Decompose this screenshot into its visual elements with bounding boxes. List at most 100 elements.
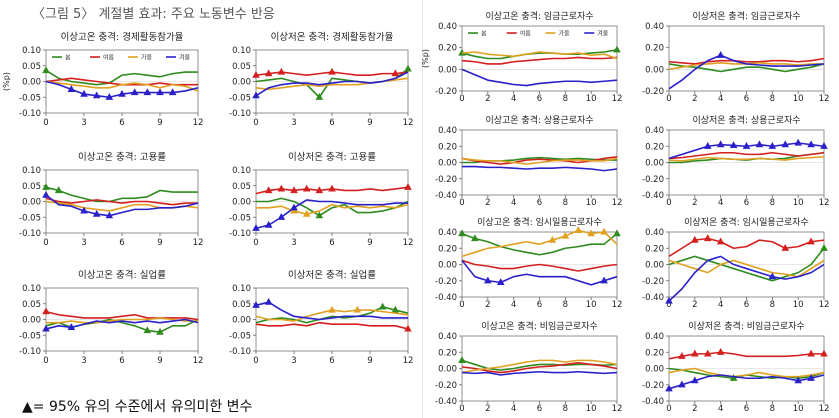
series-line: [668, 255, 825, 302]
chart-svg: 이상고온 충격: 실업률 0.10 0.05 0.00 -0.05 -0.100 3 6 9 12: [19, 269, 203, 366]
significance-marker: [290, 203, 298, 211]
y-tick-label: 0.10: [232, 46, 251, 56]
x-tick-label: 0: [459, 300, 464, 309]
y-tick-label: -0.40: [435, 191, 457, 201]
chart-svg: 이상저온 충격: 고용률 0.10 0.05 0.00 -0.05 -0.100 3 6 9 12: [229, 151, 413, 248]
chart-panel-hot-wage-workers: 이상고온 충격: 임금근로자수 (%p) 0.40 0.20 0.00 -0.20 0 2 4 6…: [421, 8, 629, 104]
series-line: [256, 197, 409, 217]
significance-marker: [156, 88, 164, 96]
x-tick-label: 3: [81, 356, 86, 366]
y-tick-label: 0.05: [22, 182, 41, 192]
x-tick-label: 8: [770, 300, 775, 309]
series-line: [46, 317, 198, 324]
y-tick-label: 0.00: [645, 365, 664, 375]
y-tick-label: 0.00: [645, 261, 664, 271]
y-tick-label: -0.20: [435, 381, 457, 391]
significance-marker: [67, 85, 76, 92]
x-tick-label: 2: [692, 94, 697, 103]
significance-marker: [691, 235, 699, 243]
series-line: [255, 71, 409, 97]
x-tick-label: 3: [81, 238, 86, 248]
significance-marker: [264, 220, 273, 228]
y-axis-unit-label: (%p): [422, 49, 430, 68]
y-tick-label: 0.00: [22, 316, 41, 326]
significance-marker: [353, 305, 362, 313]
y-tick-label: 0.20: [438, 44, 457, 54]
x-tick-label: 6: [329, 356, 334, 366]
chart-title: 이상저온 충격: 고용률: [288, 151, 376, 163]
significance-marker: [678, 352, 686, 359]
y-tick-label: -0.10: [19, 347, 41, 357]
significance-marker: [80, 206, 88, 214]
y-tick-label: 0.05: [232, 182, 251, 192]
chart-title: 이상저온 충격: 경제활동참가율: [271, 31, 394, 43]
series-line: [45, 69, 198, 86]
significance-marker: [781, 140, 790, 148]
significance-marker: [328, 305, 336, 313]
y-tick-label: -0.40: [642, 191, 664, 201]
x-tick-label: 12: [819, 198, 830, 207]
y-tick-label: 0.10: [22, 46, 41, 56]
x-tick-label: 8: [770, 404, 775, 413]
chart-svg: 이상저온 충격: 경제활동참가율 0.10 0.05 0.00 -0.05 -0.100 3…: [229, 31, 413, 128]
significance-marker: [755, 140, 764, 148]
y-tick-label: 0.20: [645, 142, 664, 152]
significance-marker: [302, 209, 311, 217]
y-tick-label: 0.05: [232, 300, 251, 310]
significance-marker: [691, 376, 699, 384]
y-tick-label: 0.05: [22, 300, 41, 310]
chart-panel-cold-nonwage-workers: 이상저온 충격: 비임금근로자수 0.40 0.20 0.00 -0.20 -0.40 0 2…: [629, 318, 836, 414]
significance-marker: [404, 324, 412, 332]
y-tick-label: -0.20: [642, 277, 664, 287]
x-tick-label: 4: [511, 300, 516, 309]
y-tick-label: 0.00: [438, 65, 457, 75]
significance-marker: [42, 324, 50, 332]
chart-title: 이상저온 충격: 비임금근로자수: [688, 320, 804, 332]
x-tick-label: 8: [770, 94, 775, 103]
y-tick-label: 0.40: [438, 126, 457, 136]
chart-title: 이상고온 충격: 실업률: [78, 269, 166, 281]
series-line: [45, 80, 199, 92]
y-tick-label: -0.05: [229, 331, 251, 341]
significance-marker: [484, 276, 492, 284]
x-tick-label: 0: [43, 238, 48, 248]
x-tick-label: 4: [718, 94, 723, 103]
chart-svg: 이상고온 충격: 비임금근로자수 0.40 0.20 0.00 -0.20 -0.400 2…: [435, 320, 623, 414]
chart-title: 이상저온 충격: 임금근로자수: [692, 10, 800, 22]
significance-marker: [678, 380, 686, 388]
chart-svg: 이상고온 충격: 경제활동참가율 (%p) 0.10 0.05 0.00 -0.05 -0.…: [2, 31, 203, 128]
x-tick-label: 2: [485, 94, 490, 103]
x-tick-label: 6: [329, 118, 334, 128]
chart-title: 이상고온 충격: 임금근로자수: [485, 10, 593, 22]
x-tick-label: 12: [612, 404, 623, 413]
chart-panel-cold-participation: 이상저온 충격: 경제활동참가율 0.10 0.05 0.00 -0.05 -0.10 0 3…: [210, 28, 420, 133]
x-tick-label: 10: [586, 198, 597, 207]
y-tick-label: 0.00: [22, 78, 41, 88]
significance-marker: [130, 88, 139, 96]
x-tick-label: 12: [819, 94, 830, 103]
series-line: [461, 157, 618, 165]
significance-marker: [264, 186, 273, 194]
significance-marker: [496, 278, 505, 285]
significance-marker: [561, 231, 570, 239]
significance-marker: [600, 227, 608, 235]
x-tick-label: 12: [819, 404, 830, 413]
x-tick-label: 6: [744, 300, 749, 309]
y-axis-unit-label: (%p): [2, 72, 11, 91]
y-tick-label: -0.20: [642, 381, 664, 391]
significance-marker: [703, 142, 712, 149]
series-line: [45, 310, 199, 321]
y-tick-label: -0.20: [642, 175, 664, 185]
x-tick-label: 2: [692, 300, 697, 309]
x-tick-label: 2: [485, 198, 490, 207]
series-line: [461, 68, 618, 87]
x-tick-label: 0: [666, 300, 671, 309]
x-tick-label: 2: [692, 198, 697, 207]
significance-marker: [768, 272, 777, 280]
legend-label: 여름: [103, 54, 115, 62]
significance-marker: [252, 301, 260, 308]
significance-marker: [458, 356, 466, 363]
significance-marker: [807, 237, 815, 245]
x-tick-label: 8: [563, 300, 568, 309]
legend-label: 겨울: [597, 30, 609, 38]
